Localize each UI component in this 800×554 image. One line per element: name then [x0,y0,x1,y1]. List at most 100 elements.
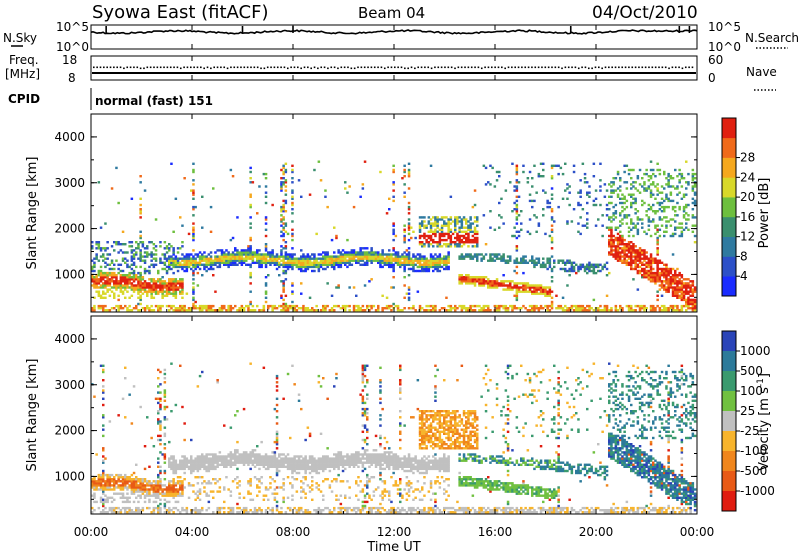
heatmap-cell [687,203,690,207]
heatmap-cell [220,249,224,252]
heatmap-cell [654,210,657,213]
heatmap-cell [429,243,433,246]
heatmap-cell [500,284,503,287]
heatmap-cell [121,494,125,497]
heatmap-cell [194,511,197,514]
heatmap-cell [256,257,259,260]
heatmap-cell [443,243,446,246]
heatmap-cell [168,459,171,462]
heatmap-cell [174,284,178,287]
heatmap-cell [172,469,175,473]
heatmap-cell [654,226,657,229]
heatmap-cell [286,232,290,236]
heatmap-cell [124,274,127,277]
heatmap-cell [313,261,316,264]
heatmap-cell [227,263,230,266]
heatmap-cell [335,236,338,240]
heatmap-cell [163,290,167,293]
heatmap-cell [291,253,294,256]
heatmap-cell [467,238,470,242]
heatmap-cell [421,263,424,266]
heatmap-cell [121,278,125,281]
heatmap-cell [119,488,123,491]
heatmap-cell [583,267,587,271]
heatmap-cell [97,292,101,295]
heatmap-cell [685,203,688,207]
heatmap-cell [676,214,679,217]
heatmap-cell [170,494,173,497]
heatmap-cell [425,267,428,271]
heatmap-cell [458,276,461,279]
heatmap-cell [159,391,162,394]
heatmap-cell [440,230,444,233]
heatmap-cell [482,164,486,167]
heatmap-cell [680,185,684,188]
heatmap-cell [216,265,219,269]
heatmap-cell [445,263,448,266]
heatmap-cell [137,302,140,306]
heatmap-cell [289,255,292,258]
heatmap-cell [381,294,384,297]
heatmap-cell [231,261,235,264]
heatmap-cell [678,296,681,299]
heatmap-cell [423,267,426,271]
heatmap-cell [359,195,362,198]
heatmap-cell [236,457,239,460]
heatmap-cell [487,181,490,184]
heatmap-cell [333,257,336,260]
heatmap-cell [196,509,200,512]
heatmap-cell [630,255,633,258]
heatmap-cell [240,453,244,456]
heatmap-cell [194,476,197,479]
heatmap-cell [236,309,239,312]
heatmap-cell [687,298,690,302]
heatmap-cell [621,243,624,246]
heatmap-cell [443,220,446,223]
power-heatmap [91,160,697,312]
heatmap-cell [146,416,149,419]
heatmap-cell [627,230,631,233]
heatmap-cell [436,220,439,223]
heatmap-cell [619,253,622,256]
heatmap-cell [128,486,131,489]
heatmap-cell [689,298,692,302]
heatmap-cell [203,455,206,458]
heatmap-cell [500,197,503,200]
heatmap-cell [359,263,362,266]
heatmap-cell [117,480,120,483]
heatmap-cell [647,220,651,223]
heatmap-cell [247,255,250,258]
heatmap-cell [550,241,554,244]
heatmap-cell [102,480,105,483]
heatmap-cell [608,216,611,219]
heatmap-cell [682,282,686,285]
heatmap-cell [504,284,508,287]
heatmap-cell [284,309,288,312]
heatmap-cell [139,265,142,269]
heatmap-cell [476,276,479,279]
heatmap-cell [291,189,294,192]
nave-dot [96,66,98,69]
heatmap-cell [676,226,679,229]
heatmap-cell [643,309,646,312]
heatmap-cell [333,255,336,258]
heatmap-cell [579,265,582,269]
heatmap-cell [484,276,488,279]
heatmap-cell [194,263,197,266]
heatmap-cell [619,201,622,205]
heatmap-cell [680,298,684,302]
heatmap-cell [612,255,615,258]
heatmap-cell [586,263,589,266]
heatmap-cell [445,245,448,248]
heatmap-cell [161,253,164,256]
heatmap-cell [682,205,686,209]
heatmap-cell [594,203,598,207]
heatmap-cell [513,226,516,229]
heatmap-cell [583,224,587,227]
heatmap-cell [344,304,347,308]
heatmap-cell [225,257,228,260]
heatmap-cell [667,284,670,287]
heatmap-cell [355,255,358,258]
heatmap-cell [209,490,213,493]
heatmap-cell [308,265,312,269]
